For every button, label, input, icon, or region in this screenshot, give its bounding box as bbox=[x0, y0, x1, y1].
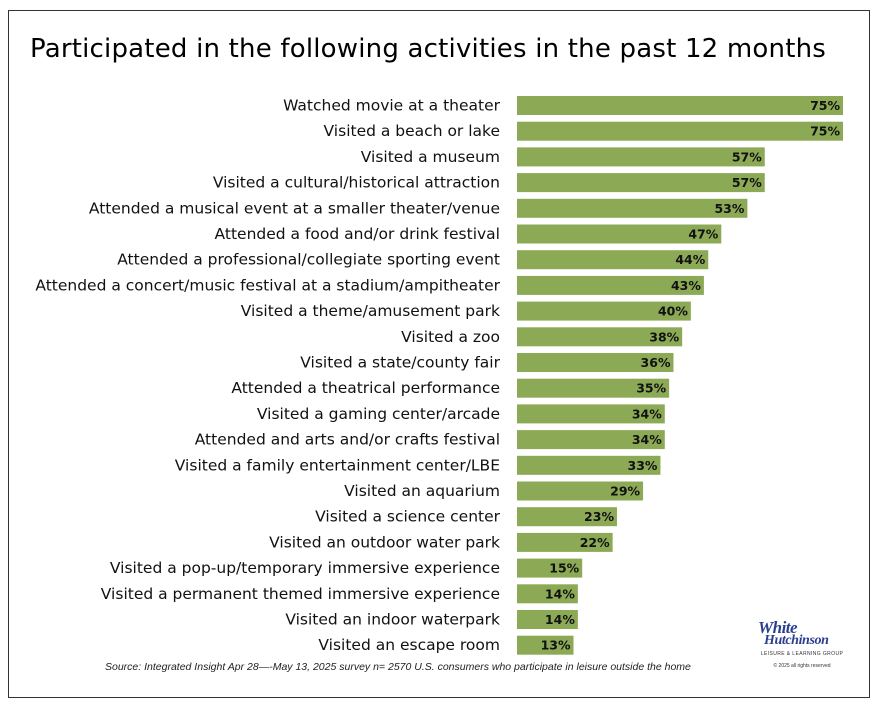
bar-20 bbox=[517, 584, 578, 604]
category-label-7: Attended a professional/collegiate sport… bbox=[117, 251, 500, 269]
category-label-6: Attended a food and/or drink festival bbox=[215, 225, 500, 243]
value-label-11: 36% bbox=[641, 355, 671, 370]
category-label-13: Visited a gaming center/arcade bbox=[257, 405, 500, 423]
bar-6 bbox=[517, 224, 722, 244]
category-label-14: Attended and arts and/or crafts festival bbox=[195, 431, 500, 449]
category-label-11: Visited a state/county fair bbox=[300, 354, 500, 372]
bar-8 bbox=[517, 275, 704, 295]
bar-4 bbox=[517, 173, 765, 193]
value-label-12: 35% bbox=[636, 381, 666, 396]
category-label-5: Attended a musical event at a smaller th… bbox=[89, 199, 500, 217]
logo-tagline: LEISURE & LEARNING GROUP bbox=[760, 651, 844, 657]
category-label-15: Visited a family entertainment center/LB… bbox=[175, 456, 500, 474]
value-label-17: 23% bbox=[584, 509, 614, 524]
bar-17 bbox=[517, 507, 617, 527]
chart-title: Participated in the following activities… bbox=[30, 34, 827, 64]
value-label-9: 40% bbox=[658, 304, 688, 319]
logo-line2: Hutchinson bbox=[764, 633, 829, 648]
value-label-3: 57% bbox=[732, 149, 762, 164]
bar-12 bbox=[517, 378, 670, 398]
bar-7 bbox=[517, 250, 709, 270]
bar-15 bbox=[517, 455, 661, 475]
category-label-18: Visited an outdoor water park bbox=[269, 533, 500, 551]
category-label-10: Visited a zoo bbox=[401, 328, 500, 346]
bar-19 bbox=[517, 558, 583, 578]
value-label-15: 33% bbox=[628, 458, 658, 473]
value-labels: 75% 75% 57% 57% 53% 47% 44% 43% 40% 38% 36% 35% 34% 3… bbox=[541, 98, 841, 653]
value-label-8: 43% bbox=[671, 278, 701, 293]
value-label-6: 47% bbox=[688, 227, 718, 242]
bar-22 bbox=[517, 635, 574, 655]
category-label-20: Visited a permanent themed immersive exp… bbox=[101, 585, 500, 603]
value-label-16: 29% bbox=[610, 484, 640, 499]
category-label-17: Visited a science center bbox=[315, 508, 500, 526]
bars-layer bbox=[517, 96, 843, 655]
category-label-21: Visited an indoor waterpark bbox=[285, 611, 500, 629]
value-label-20: 14% bbox=[545, 586, 575, 601]
value-label-10: 38% bbox=[649, 329, 679, 344]
bar-13 bbox=[517, 404, 665, 424]
value-label-22: 13% bbox=[541, 638, 571, 653]
category-label-2: Visited a beach or lake bbox=[324, 122, 500, 140]
bar-14 bbox=[517, 430, 665, 450]
value-label-1: 75% bbox=[810, 98, 840, 113]
category-label-3: Visited a museum bbox=[361, 148, 500, 166]
bar-21 bbox=[517, 610, 578, 629]
value-label-18: 22% bbox=[580, 535, 610, 550]
category-label-16: Visited an aquarium bbox=[344, 482, 500, 500]
white-hutchinson-logo: White Hutchinson LEISURE & LEARNING GROU… bbox=[752, 618, 852, 674]
bar-9 bbox=[517, 301, 691, 321]
value-label-19: 15% bbox=[549, 561, 579, 576]
bar-10 bbox=[517, 327, 683, 347]
category-label-12: Attended a theatrical performance bbox=[231, 379, 500, 397]
bar-3 bbox=[517, 147, 765, 167]
category-label-8: Attended a concert/music festival at a s… bbox=[35, 276, 500, 294]
value-label-2: 75% bbox=[810, 124, 840, 139]
bar-2 bbox=[517, 121, 843, 141]
value-label-7: 44% bbox=[675, 252, 705, 267]
category-label-9: Visited a theme/amusement park bbox=[241, 302, 500, 320]
value-label-21: 14% bbox=[545, 612, 575, 627]
category-label-22: Visited an escape room bbox=[318, 636, 500, 654]
value-label-13: 34% bbox=[632, 406, 662, 421]
logo-line1: White bbox=[758, 618, 798, 637]
category-label-1: Watched movie at a theater bbox=[283, 97, 501, 115]
category-labels: Watched movie at a theater Visited a beac… bbox=[35, 97, 500, 655]
category-label-19: Visited a pop-up/temporary immersive exp… bbox=[110, 559, 500, 577]
bar-1 bbox=[517, 96, 843, 115]
value-label-5: 53% bbox=[714, 201, 744, 216]
logo-copyright: © 2025 all rights reserved bbox=[773, 663, 831, 669]
category-label-4: Visited a cultural/historical attraction bbox=[213, 174, 500, 192]
bar-5 bbox=[517, 198, 748, 218]
bar-11 bbox=[517, 353, 674, 372]
source-note: Source: Integrated Insight Apr 28—-May 1… bbox=[105, 661, 691, 673]
value-label-14: 34% bbox=[632, 432, 662, 447]
bar-16 bbox=[517, 481, 644, 501]
bar-18 bbox=[517, 532, 613, 552]
value-label-4: 57% bbox=[732, 175, 762, 190]
